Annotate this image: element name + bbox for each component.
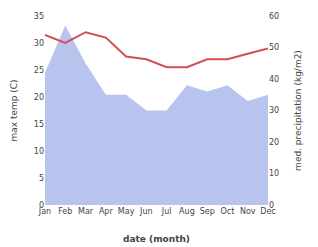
svg-text:date (month): date (month) xyxy=(123,234,190,244)
svg-text:Nov: Nov xyxy=(240,207,256,216)
svg-text:40: 40 xyxy=(269,75,279,84)
svg-text:30: 30 xyxy=(34,39,44,48)
svg-text:30: 30 xyxy=(269,106,279,115)
svg-text:35: 35 xyxy=(34,12,44,21)
svg-text:20: 20 xyxy=(34,93,44,102)
svg-text:0: 0 xyxy=(39,201,44,210)
svg-text:Sep: Sep xyxy=(200,207,215,216)
svg-text:15: 15 xyxy=(34,120,44,129)
svg-text:Apr: Apr xyxy=(99,207,114,216)
svg-text:20: 20 xyxy=(269,138,279,147)
svg-text:Jan: Jan xyxy=(38,207,51,216)
svg-text:10: 10 xyxy=(34,147,44,156)
svg-text:Oct: Oct xyxy=(221,207,235,216)
svg-text:Feb: Feb xyxy=(58,207,72,216)
svg-text:Mar: Mar xyxy=(78,207,94,216)
svg-text:5: 5 xyxy=(39,174,44,183)
svg-text:max temp (C): max temp (C) xyxy=(9,79,19,141)
svg-text:Dec: Dec xyxy=(260,207,275,216)
svg-text:Jul: Jul xyxy=(161,207,172,216)
svg-text:10: 10 xyxy=(269,169,279,178)
svg-text:0: 0 xyxy=(269,201,274,210)
svg-text:Aug: Aug xyxy=(179,207,195,216)
svg-text:Jun: Jun xyxy=(139,207,153,216)
svg-text:med. precipitation (kg/m2): med. precipitation (kg/m2) xyxy=(293,50,303,171)
svg-text:50: 50 xyxy=(269,43,279,52)
svg-text:May: May xyxy=(118,207,135,216)
svg-text:25: 25 xyxy=(34,66,44,75)
svg-text:60: 60 xyxy=(269,12,279,21)
